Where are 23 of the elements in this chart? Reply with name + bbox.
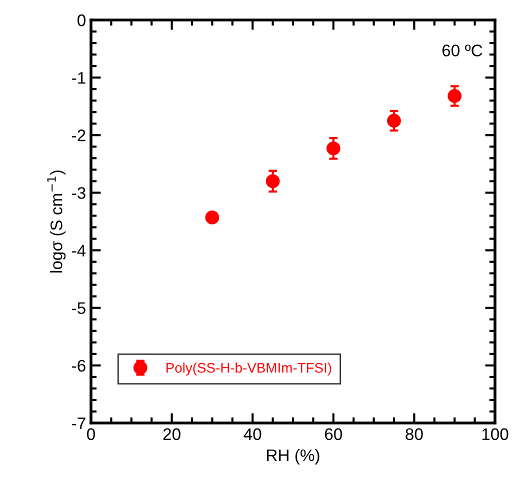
annotation: 60 ºC <box>442 44 482 56</box>
y-tick-label: -3 <box>72 187 86 199</box>
x-tick-label: 100 <box>482 428 508 440</box>
y-tick-label: -5 <box>72 302 86 314</box>
y-tick-label: -2 <box>72 130 86 142</box>
y-tick-label: -7 <box>72 418 86 430</box>
x-tick-label: 80 <box>406 428 423 440</box>
point <box>266 174 280 188</box>
x-axis-title: RH (%) <box>267 448 320 464</box>
legend-label: Poly(SS-H-b-VBMIm-TFSI) <box>166 362 332 376</box>
point <box>326 141 340 156</box>
y-tick-label: -1 <box>72 72 86 84</box>
x-tick-label: 40 <box>244 428 262 440</box>
y-tick-label: -6 <box>72 360 86 372</box>
x-tick-label: 60 <box>324 428 342 440</box>
y-tick-label: 0 <box>78 14 86 26</box>
x-tick-label: 0 <box>87 428 95 440</box>
y-axis-title: logσ (S cm$^{−1}$) <box>47 170 66 272</box>
point <box>205 210 220 224</box>
point <box>387 114 401 128</box>
x-tick-label: 20 <box>163 428 180 440</box>
point <box>448 89 462 103</box>
y-tick-label: -4 <box>72 244 86 256</box>
